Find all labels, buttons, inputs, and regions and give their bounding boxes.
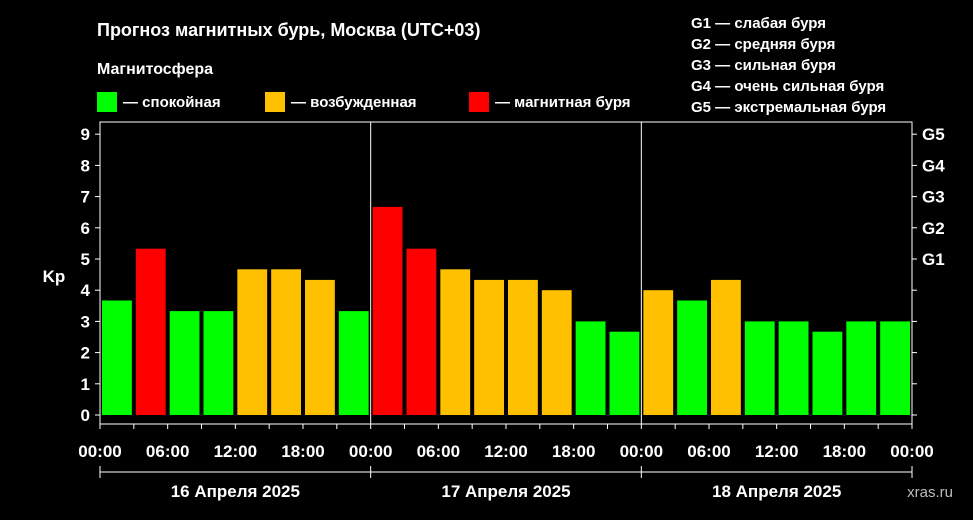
kp-bar [812, 331, 843, 415]
g-tick-label: G4 [922, 156, 945, 175]
kp-bar [372, 206, 403, 415]
y-tick-label: 6 [81, 219, 90, 238]
chart-title: Прогноз магнитных бурь, Москва (UTC+03) [97, 20, 481, 40]
x-tick-label: 06:00 [417, 442, 460, 461]
kp-bar [169, 311, 200, 415]
day-label: 17 Апреля 2025 [441, 482, 570, 501]
legend-item-excited: — возбужденная [265, 92, 417, 112]
kp-bar [880, 321, 910, 415]
kp-bar [643, 290, 674, 415]
x-tick-label: 12:00 [214, 442, 257, 461]
kp-bar [102, 300, 132, 415]
kp-bar [305, 279, 335, 415]
day-label: 18 Апреля 2025 [712, 482, 841, 501]
g-scale-legend: G1 — слабая буря G2 — средняя буря G3 — … [691, 13, 886, 118]
legend-item-storm: — магнитная буря [469, 92, 631, 112]
x-tick-label: 06:00 [687, 442, 730, 461]
x-tick-label: 00:00 [78, 442, 121, 461]
watermark: xras.ru [907, 484, 953, 501]
x-tick-label: 18:00 [552, 442, 595, 461]
x-tick-label: 12:00 [484, 442, 527, 461]
g-tick-label: G3 [922, 188, 945, 207]
kp-bar [609, 331, 640, 415]
g-legend-g1: G1 — слабая буря [691, 15, 827, 32]
y-tick-label: 2 [81, 344, 90, 363]
kp-bar [338, 311, 369, 415]
y-axis-label: Kp [43, 267, 66, 286]
g-legend-g4: G4 — очень сильная буря [691, 78, 885, 95]
magnetosphere-label: Магнитосфера [97, 61, 214, 78]
kp-bar [474, 279, 504, 415]
x-tick-label: 18:00 [281, 442, 324, 461]
kp-bar [846, 321, 877, 415]
x-tick-label: 12:00 [755, 442, 798, 461]
y-tick-label: 7 [81, 188, 90, 207]
legend-label-excited: — возбужденная [291, 93, 417, 111]
g-legend-g3: G3 — сильная буря [691, 57, 836, 74]
kp-bar [677, 300, 707, 415]
y-tick-label: 1 [81, 375, 90, 394]
kp-bar [744, 321, 775, 415]
y-tick-label: 4 [81, 281, 91, 300]
g-tick-label: G2 [922, 219, 945, 238]
y-tick-label: 0 [81, 406, 90, 425]
kp-bar [203, 311, 234, 415]
x-tick-label: 00:00 [890, 442, 933, 461]
g-legend-g5: G5 — экстремальная буря [691, 99, 887, 116]
kp-bar [135, 248, 166, 415]
kp-bar [541, 290, 572, 415]
g-legend-g2: G2 — средняя буря [691, 36, 836, 53]
kp-bar [778, 321, 809, 415]
x-tick-label: 00:00 [349, 442, 392, 461]
x-tick-label: 00:00 [620, 442, 663, 461]
y-tick-label: 5 [81, 250, 90, 269]
g-tick-label: G1 [922, 250, 945, 269]
legend-item-calm: — спокойная [97, 92, 221, 112]
kp-bar [711, 279, 741, 415]
g-tick-label: G5 [922, 125, 945, 144]
y-tick-label: 8 [81, 156, 90, 175]
legend-swatch-storm [469, 92, 489, 112]
kp-bar [508, 279, 538, 415]
y-tick-label: 3 [81, 312, 90, 331]
kp-bar [575, 321, 606, 415]
kp-bar [237, 269, 268, 415]
legend-swatch-excited [265, 92, 285, 112]
legend-label-calm: — спокойная [123, 93, 221, 111]
day-label: 16 Апреля 2025 [171, 482, 300, 501]
kp-bar [271, 269, 301, 415]
y-tick-label: 9 [81, 125, 90, 144]
legend-label-storm: — магнитная буря [495, 93, 631, 111]
kp-bar [440, 269, 471, 415]
x-tick-label: 18:00 [823, 442, 866, 461]
legend-swatch-calm [97, 92, 117, 112]
kp-bar [406, 248, 437, 415]
x-tick-label: 06:00 [146, 442, 189, 461]
